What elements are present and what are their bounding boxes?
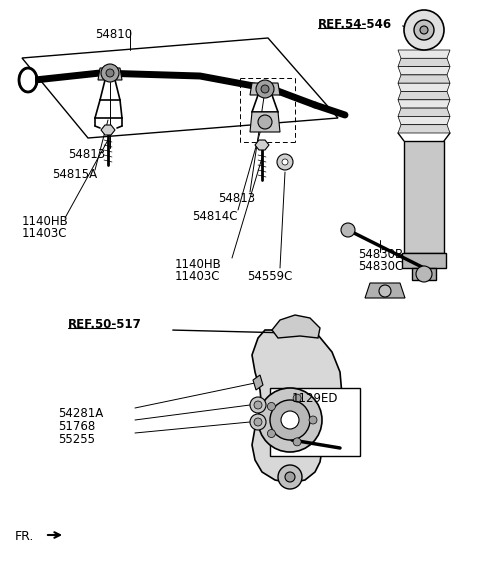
Text: 1140HB: 1140HB: [175, 258, 222, 271]
Bar: [270, 388, 360, 456]
Polygon shape: [398, 75, 450, 83]
Circle shape: [250, 414, 266, 430]
Circle shape: [282, 159, 288, 165]
Circle shape: [256, 80, 274, 98]
Text: 54559C: 54559C: [247, 270, 292, 283]
Polygon shape: [365, 283, 405, 298]
Polygon shape: [255, 140, 269, 150]
Polygon shape: [19, 68, 37, 92]
Text: 51768: 51768: [58, 420, 95, 433]
Circle shape: [277, 154, 293, 170]
Circle shape: [404, 10, 444, 50]
Circle shape: [267, 429, 276, 438]
Text: 54813: 54813: [218, 192, 255, 205]
Circle shape: [414, 20, 434, 40]
Text: 1129ED: 1129ED: [292, 392, 338, 405]
Text: 54815A: 54815A: [52, 168, 97, 181]
Circle shape: [278, 465, 302, 489]
Text: 54810: 54810: [95, 28, 132, 41]
Circle shape: [270, 400, 310, 440]
Text: 54814C: 54814C: [192, 210, 238, 223]
Text: REF.50-517: REF.50-517: [68, 318, 142, 331]
Polygon shape: [398, 125, 450, 133]
Circle shape: [293, 394, 301, 402]
Text: 54830B: 54830B: [358, 248, 403, 261]
Polygon shape: [272, 315, 320, 338]
Polygon shape: [98, 68, 122, 80]
Circle shape: [416, 266, 432, 282]
Circle shape: [258, 115, 272, 129]
Circle shape: [261, 85, 269, 93]
Polygon shape: [398, 108, 450, 116]
Polygon shape: [398, 100, 450, 108]
Polygon shape: [253, 375, 263, 390]
Polygon shape: [398, 92, 450, 100]
Text: 54813: 54813: [68, 148, 105, 161]
Circle shape: [254, 418, 262, 426]
Circle shape: [254, 401, 262, 409]
Circle shape: [106, 69, 114, 77]
Circle shape: [420, 26, 428, 34]
Polygon shape: [252, 325, 342, 483]
Polygon shape: [101, 125, 115, 135]
Polygon shape: [250, 112, 280, 132]
Polygon shape: [398, 58, 450, 67]
Text: 1140HB: 1140HB: [22, 215, 69, 228]
Text: 55255: 55255: [58, 433, 95, 446]
Text: 54281A: 54281A: [58, 407, 103, 420]
Bar: [412, 268, 436, 280]
Polygon shape: [398, 50, 450, 58]
Circle shape: [379, 285, 391, 297]
Circle shape: [309, 416, 317, 424]
Polygon shape: [250, 83, 280, 95]
Polygon shape: [398, 116, 450, 125]
Polygon shape: [398, 67, 450, 75]
Text: 54830C: 54830C: [358, 260, 403, 273]
Circle shape: [341, 223, 355, 237]
Circle shape: [285, 472, 295, 482]
Bar: [404, 141, 444, 253]
Text: 11403C: 11403C: [175, 270, 220, 283]
Text: 11403C: 11403C: [22, 227, 68, 240]
Bar: [402, 253, 446, 268]
Polygon shape: [398, 83, 450, 92]
Circle shape: [281, 411, 299, 429]
Circle shape: [267, 402, 276, 410]
Circle shape: [101, 64, 119, 82]
Text: REF.54-546: REF.54-546: [318, 18, 392, 31]
Circle shape: [258, 388, 322, 452]
Circle shape: [293, 438, 301, 446]
Circle shape: [250, 397, 266, 413]
Text: FR.: FR.: [15, 530, 35, 543]
